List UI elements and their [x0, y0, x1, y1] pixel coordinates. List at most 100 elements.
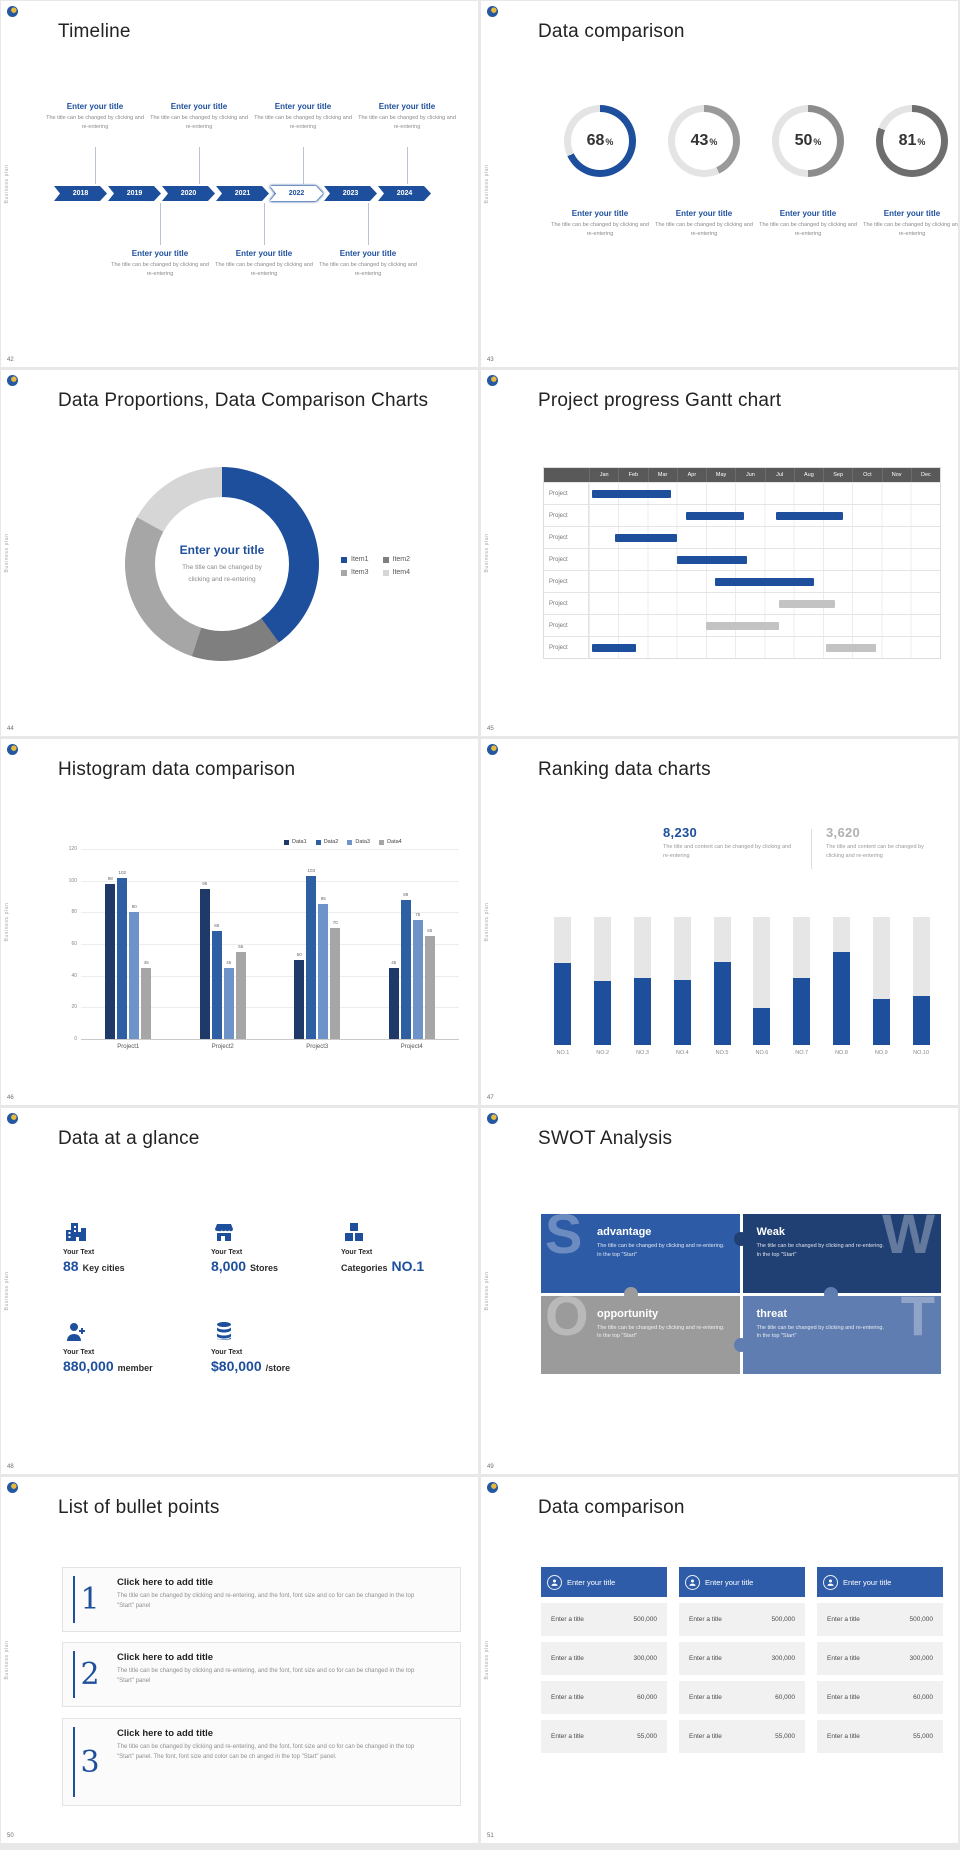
swot-desc: The title can be changed by clicking and… — [756, 1243, 885, 1258]
legend-item: Data1 — [284, 839, 307, 845]
stat-label: Your Text — [211, 1349, 243, 1356]
gantt-row: Project — [544, 526, 940, 548]
data-row-value: 55,000 — [775, 1733, 795, 1740]
timeline-connector-line — [368, 203, 369, 245]
legend-item: Item4 — [382, 569, 410, 576]
slide-46-histogram[interactable]: Business plan Histogram data comparison … — [1, 739, 478, 1105]
gantt-month-label: Mar — [647, 468, 677, 482]
bar-track — [793, 917, 811, 1045]
bar — [105, 883, 116, 1039]
swot-title: advantage — [597, 1226, 652, 1238]
bullet-accent-line — [73, 1651, 75, 1698]
gantt-bar — [685, 512, 745, 520]
bullet-item: 3 Click here to add title The title can be… — [62, 1718, 461, 1806]
slide-48-data-glance[interactable]: Business plan Data at a glance Your Text… — [1, 1108, 478, 1474]
data-row-value: 60,000 — [913, 1694, 933, 1701]
timeline-item-title: Enter your title — [378, 102, 436, 111]
data-row-label: Enter a title — [827, 1694, 860, 1701]
slide-title: List of bullet points — [58, 1497, 220, 1518]
data-card-title: Enter your title — [843, 1577, 892, 1587]
slide-title: Data comparison — [538, 1497, 685, 1518]
bar-value-label: 88 — [403, 891, 409, 897]
ranking-stat-primary: 8,230 The title and content can be change… — [663, 825, 795, 861]
gantt-month-label: Feb — [618, 468, 647, 482]
donut-value: 43% — [690, 132, 718, 149]
legend-label: Data2 — [323, 839, 339, 845]
brand-logo-icon — [487, 1113, 498, 1124]
gantt-row: Project — [544, 636, 940, 658]
legend-label: Item2 — [392, 556, 411, 563]
legend-swatch — [347, 839, 353, 845]
x-axis-tick-label: NO.6 — [755, 1050, 769, 1056]
data-card: Enter your title Enter a title 500,000 Ente… — [541, 1567, 667, 1753]
gantt-lane — [589, 549, 940, 570]
donut-hole: 43% — [675, 112, 733, 170]
data-card-row: Enter a title 55,000 — [679, 1720, 805, 1753]
data-row-value: 55,000 — [913, 1733, 933, 1740]
gridline — [81, 880, 459, 882]
data-card-title: Enter your title — [705, 1577, 754, 1587]
timeline-item-title: Enter your title — [235, 249, 293, 258]
gantt-row-label: Project — [544, 571, 589, 592]
slide-44-data-proportions[interactable]: Business plan Data Proportions, Data Com… — [1, 370, 478, 736]
slide-42-timeline[interactable]: Business plan Timeline Enter your title T… — [1, 1, 478, 367]
timeline-year-marker: 2019 — [108, 186, 161, 201]
timeline-item-desc: The title can be changed by clicking and… — [319, 262, 417, 277]
x-axis-tick-label: NO.3 — [636, 1050, 649, 1056]
slide-43-data-comparison[interactable]: Business plan Data comparison 68% Enter y… — [481, 1, 958, 367]
donut-center-title: Enter your title — [179, 543, 265, 558]
slide-title: SWOT Analysis — [538, 1128, 673, 1149]
data-card: Enter your title Enter a title 500,000 Ente… — [679, 1567, 805, 1753]
donut-caption: Enter your title The title can be changed… — [862, 209, 958, 239]
bullet-item: 1 Click here to add title The title can be… — [62, 1567, 461, 1632]
data-card-row: Enter a title 500,000 — [817, 1603, 943, 1636]
slide-47-ranking[interactable]: Business plan Ranking data charts 8,230 T… — [481, 739, 958, 1105]
brand-logo-icon — [7, 375, 18, 386]
gantt-header-spacer — [544, 468, 589, 482]
y-axis-tick-label: 20 — [71, 1004, 77, 1011]
slide-50-bullets[interactable]: Business plan List of bullet points 1 Cli… — [1, 1477, 478, 1843]
brand-logo-icon — [487, 744, 498, 755]
ranking-stat-desc: The title and content can be changed by … — [826, 844, 924, 859]
timeline-year-label: 2022 — [270, 186, 323, 201]
data-card-header: Enter your title — [817, 1567, 943, 1597]
gantt-row-label: Project — [544, 505, 589, 526]
bar — [400, 899, 411, 1039]
person-icon — [823, 1574, 838, 1590]
gantt-row: Project — [544, 614, 940, 636]
swot-desc: The title can be changed by clicking and… — [597, 1324, 725, 1340]
data-card-row: Enter a title 60,000 — [817, 1681, 943, 1714]
slide-45-gantt[interactable]: Business plan Project progress Gantt cha… — [481, 370, 958, 736]
stat-label: Your Text — [341, 1249, 373, 1256]
donut-caption-desc: The title can be changed by clicking and… — [863, 222, 958, 237]
bar-value-label: 45 — [143, 959, 149, 965]
gantt-bar — [706, 622, 780, 630]
donut-hole: 81% — [883, 112, 941, 170]
donut-caption-title: Enter your title — [779, 209, 837, 218]
bar-value-label: 55 — [238, 943, 244, 949]
swot-title: opportunity — [597, 1307, 659, 1320]
timeline-item: Enter your title The title can be changed… — [45, 102, 145, 132]
bullet-title: Click here to add title — [117, 1652, 214, 1663]
swot-title: Weak — [756, 1226, 786, 1238]
gantt-bar — [779, 600, 835, 608]
gridline — [81, 975, 459, 977]
timeline-connector-line — [407, 147, 408, 184]
bullet-desc: The title can be changed by clicking and… — [117, 1744, 415, 1760]
data-row-value: 300,000 — [771, 1655, 796, 1662]
x-axis-tick-label: NO.9 — [874, 1050, 888, 1056]
x-axis-tick-label: Project2 — [211, 1044, 234, 1050]
timeline-item-title: Enter your title — [274, 102, 332, 111]
bar-value-label: 85 — [320, 896, 326, 902]
swot-text: advantage The title can be changed by cli… — [597, 1226, 730, 1259]
slide-51-data-comparison-tables[interactable]: Business plan Data comparison Enter your… — [481, 1477, 958, 1843]
gantt-row-label: Project — [544, 483, 589, 504]
gantt-month-label: Jan — [589, 468, 618, 482]
data-card-title: Enter your title — [567, 1577, 616, 1587]
gridline — [81, 1007, 459, 1009]
brand-logo-icon — [487, 1482, 498, 1493]
bar-track — [594, 917, 612, 1045]
stat-value: 880,000 member — [63, 1358, 153, 1374]
gantt-header-row: Jan Feb Mar Apr May Jun Jul Aug Sep Oct Nov Dec — [544, 468, 940, 482]
